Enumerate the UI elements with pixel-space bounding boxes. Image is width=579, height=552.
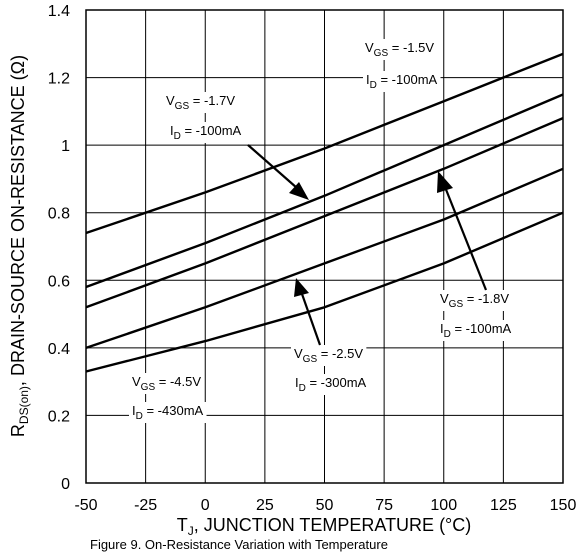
annotation-vgs-4-5: VGS = -4.5V — [132, 374, 201, 393]
arrow-1-8-head — [437, 171, 453, 193]
y-axis-title: RDS(on), DRAIN-SOURCE ON-RESISTANCE (Ω) — [8, 55, 31, 437]
x-tick-label: 0 — [201, 497, 210, 514]
x-tick-label: 50 — [316, 497, 334, 514]
annotation-bg — [167, 122, 245, 143]
annotation-backgrounds — [129, 39, 515, 423]
series-group — [85, 52, 564, 373]
annotation-id-1-8: ID = -100mA — [440, 321, 512, 340]
annotation-bg — [292, 374, 370, 395]
y-tick-label: 1.2 — [48, 71, 70, 88]
arrow-1-7-head — [289, 182, 309, 200]
annotation-id-1-7: ID = -100mA — [170, 123, 242, 142]
x-axis-title: TJ, JUNCTION TEMPERATURE (°C) — [177, 515, 472, 538]
annotation-vgs-2-5: VGS = -2.5V — [294, 346, 363, 365]
annotation-bg — [129, 373, 205, 394]
annotation-bg — [437, 320, 515, 341]
x-tick-label: -25 — [134, 497, 157, 514]
series-line-1 — [85, 93, 564, 289]
annotation-bg — [437, 290, 513, 311]
plot-border — [85, 9, 564, 484]
series-line-0 — [85, 52, 564, 235]
arrow-1-7 — [247, 144, 298, 189]
series-line-3 — [85, 167, 564, 350]
annotation-vgs-1-8: VGS = -1.8V — [440, 291, 509, 310]
annotation-bg — [129, 402, 207, 423]
annotation-bg — [163, 92, 239, 113]
y-tick-label: 1.4 — [48, 3, 70, 20]
annotation-vgs-1-7: VGS = -1.7V — [166, 93, 235, 112]
x-tick-label: 25 — [256, 497, 274, 514]
annotation-bg — [291, 345, 367, 366]
tick-labels: -50 -25 0 25 50 75 100 125 150 0 0.2 0.4 0.6 0.8 1 1.2 1… — [48, 3, 577, 514]
x-tick-label: -50 — [74, 497, 97, 514]
annotation-vgs-1-5: VGS = -1.5V — [365, 40, 434, 59]
y-tick-label: 0.8 — [48, 206, 70, 223]
x-tick-label: 75 — [375, 497, 393, 514]
figure-caption: Figure 9. On-Resistance Variation with T… — [90, 537, 388, 552]
annotation-id-4-5: ID = -430mA — [132, 403, 204, 422]
annotation-id-1-5: ID = -100mA — [366, 72, 438, 91]
arrow-1-8 — [443, 186, 488, 291]
x-tick-label: 125 — [490, 497, 517, 514]
arrow-2-5-head — [294, 278, 309, 297]
y-tick-label: 0.4 — [48, 341, 70, 358]
series-line-4 — [85, 211, 564, 373]
y-tick-label: 0.2 — [48, 408, 70, 425]
annotation-bg — [363, 71, 441, 92]
y-tick-label: 0.6 — [48, 273, 70, 290]
y-tick-label: 0 — [61, 476, 70, 493]
arrow-2-5 — [300, 293, 322, 346]
series-line-2 — [85, 116, 564, 309]
x-tick-label: 100 — [430, 497, 457, 514]
annotation-arrows — [247, 144, 488, 346]
y-tick-label: 1 — [61, 138, 70, 155]
annotation-id-2-5: ID = -300mA — [295, 375, 367, 394]
annotation-bg — [362, 39, 438, 60]
x-tick-label: 150 — [550, 497, 577, 514]
